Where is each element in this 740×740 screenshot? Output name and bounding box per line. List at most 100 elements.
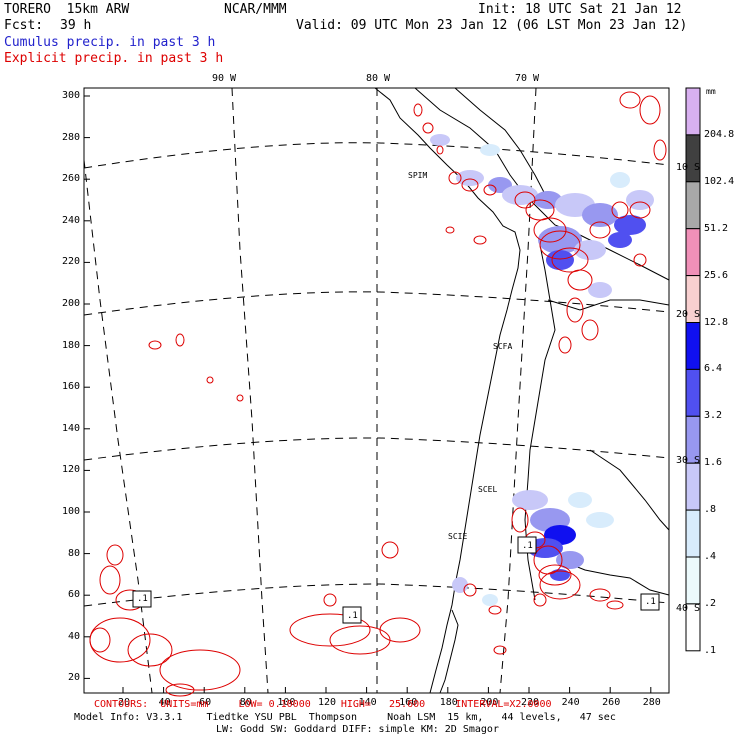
colorbar-level: 51.2	[704, 222, 729, 234]
explicit-contour	[619, 91, 641, 109]
explicit-contour	[473, 235, 487, 245]
low-marker-2: .1	[347, 611, 358, 621]
physics-info: LW: Godd SW: Goddard DIFF: simple KM: 2D…	[216, 724, 499, 735]
colorbar-level: 12.8	[704, 316, 729, 328]
cumulus-cell	[608, 232, 632, 248]
cumulus-cell	[586, 512, 614, 528]
y-tick-label: 60	[67, 589, 80, 601]
y-ticks	[84, 95, 90, 679]
fcst-label: Fcst:	[4, 18, 44, 33]
explicit-contour	[289, 613, 371, 647]
cumulus-cell	[480, 144, 500, 156]
explicit-contour	[558, 336, 572, 354]
x-tick-label: 220	[520, 697, 540, 708]
explicit-contour	[589, 221, 611, 239]
x-tick-label: 60	[199, 697, 212, 708]
lat-label-30s: 30 S	[676, 455, 701, 466]
x-tick-label: 140	[358, 697, 377, 708]
explicit-contour	[589, 588, 611, 602]
lon-label-70w: 70 W	[515, 73, 540, 84]
explicit-contour	[379, 617, 421, 643]
explicit-contour	[511, 507, 529, 533]
explicit-contour	[611, 201, 629, 219]
y-tick-label: 40	[67, 630, 80, 642]
colorbar-swatch	[685, 462, 701, 511]
cumulus-cell	[512, 490, 548, 510]
colorbar-swatch	[685, 509, 701, 558]
lat-label-40s: 40 S	[676, 603, 701, 614]
model-name: TORERO 15km ARW	[4, 2, 130, 17]
explicit-contour	[566, 297, 584, 323]
lat-lon-gridlines	[83, 87, 670, 694]
lat-label-10s: 10 S	[676, 162, 701, 173]
colorbar	[685, 87, 701, 652]
y-tick-label: 120	[61, 464, 80, 476]
explicit-contour	[89, 627, 111, 653]
explicit-contour	[236, 394, 244, 402]
colorbar-level: 102.4	[704, 175, 735, 187]
place-scfa: SCFA	[493, 342, 513, 351]
explicit-contour	[629, 201, 651, 219]
colorbar-swatch	[685, 228, 701, 277]
colorbar-level: .1	[704, 644, 717, 656]
explicit-contour	[581, 319, 599, 341]
explicit-contour	[148, 340, 162, 350]
y-tick-label: 140	[61, 422, 80, 434]
init-time: Init: 18 UTC Sat 21 Jan 12	[478, 2, 682, 17]
colorbar-swatch	[685, 134, 701, 183]
fcst-value: 39 h	[60, 18, 92, 33]
x-tick-label: 120	[317, 697, 337, 708]
y-tick-label: 240	[61, 214, 80, 226]
cumulus-legend: Cumulus precip. in past 3 h	[4, 35, 216, 50]
explicit-contour	[539, 230, 581, 260]
explicit-contour	[514, 191, 536, 209]
valid-time: Valid: 09 UTC Mon 23 Jan 12 (06 LST Mon …	[296, 18, 688, 33]
y-tick-label: 80	[67, 547, 80, 559]
place-spim: SPIM	[408, 171, 428, 180]
cumulus-cell	[588, 282, 612, 298]
colorbar-level: 3.2	[704, 410, 723, 422]
colorbar-swatch	[685, 87, 701, 136]
x-tick-label: 280	[642, 697, 661, 708]
explicit-contour	[461, 178, 479, 192]
explicit-precip-contours	[89, 91, 667, 697]
y-tick-label: 200	[61, 298, 80, 309]
explicit-contour	[533, 593, 547, 607]
colorbar-level: 6.4	[704, 363, 723, 375]
explicit-contour	[533, 217, 567, 243]
colorbar-swatch	[685, 368, 701, 417]
explicit-contour	[633, 253, 647, 267]
explicit-contour	[323, 593, 337, 607]
y-tick-label: 260	[61, 173, 80, 185]
low-markers	[132, 536, 660, 624]
colorbar-swatch	[685, 181, 701, 230]
y-tick-label: 300	[61, 90, 80, 101]
explicit-contour	[175, 333, 185, 347]
colorbar-swatch	[685, 322, 701, 370]
cumulus-cell	[610, 172, 630, 188]
explicit-contour	[539, 570, 581, 600]
explicit-contour	[165, 683, 195, 697]
x-tick-label: 20	[117, 697, 131, 708]
cumulus-cell	[574, 240, 606, 260]
model-info: Model Info: V3.3.1 Tiedtke YSU PBL Thomp…	[74, 712, 616, 723]
explicit-contour	[436, 145, 444, 155]
explicit-contour	[538, 564, 572, 586]
y-tick-label: 160	[61, 381, 80, 393]
cumulus-cell	[582, 203, 618, 227]
cumulus-cell	[502, 185, 538, 205]
cumulus-cell	[430, 134, 450, 146]
cumulus-cell	[482, 594, 498, 606]
cumulus-cell	[626, 190, 654, 210]
explicit-contour	[159, 649, 241, 691]
contours-info: CONTOURS: UNITS=mm LOW= 0.10000 HIGH= 25…	[94, 699, 552, 710]
x-ticks	[122, 687, 652, 693]
y-tick-label: 220	[61, 256, 80, 268]
explicit-contour	[422, 122, 434, 134]
low-marker-box	[342, 606, 362, 624]
low-marker-4: .1	[645, 597, 656, 607]
low-marker-box	[132, 590, 152, 608]
cumulus-cell	[546, 250, 574, 270]
cumulus-cell	[614, 215, 646, 235]
